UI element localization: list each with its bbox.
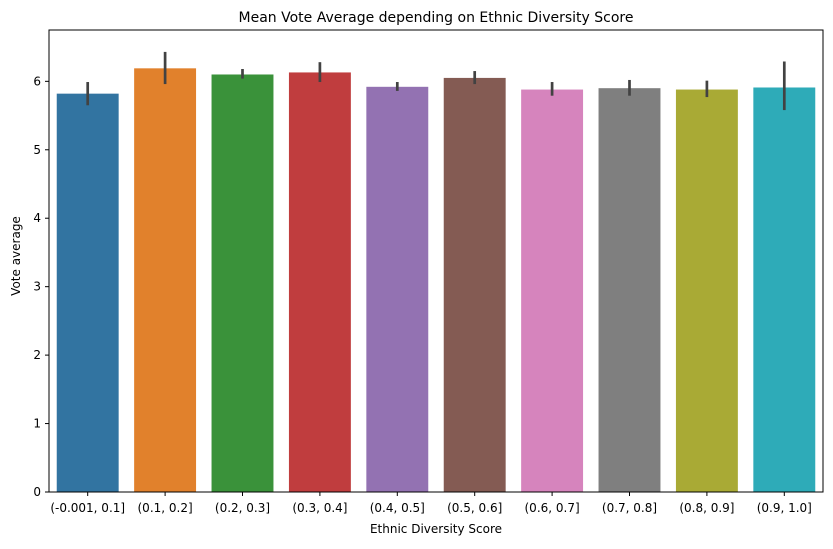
error-bars-layer	[86, 51, 786, 111]
x-tick-label: (0.4, 0.5]	[370, 501, 425, 515]
y-tick-label: 2	[33, 348, 41, 362]
x-tick-label: (0.9, 1.0]	[757, 501, 812, 515]
x-tick-label: (0.5, 0.6]	[447, 501, 502, 515]
bar	[443, 77, 506, 493]
x-tick-label: (0.1, 0.2]	[138, 501, 193, 515]
bar	[134, 68, 197, 492]
bar	[211, 74, 274, 492]
bar	[753, 87, 816, 492]
bar	[288, 72, 351, 493]
axes-layer: (-0.001, 0.1] (0.1, 0.2] (0.2, 0.3] (0.3, 0…	[33, 29, 824, 515]
x-tick-label: (0.2, 0.3]	[215, 501, 270, 515]
x-tick-label: (0.8, 0.9]	[679, 501, 734, 515]
x-tick-label: (-0.001, 0.1]	[50, 501, 125, 515]
y-axis-label: Vote average	[9, 216, 23, 296]
bar	[598, 88, 661, 492]
bar	[366, 86, 429, 492]
y-tick-label: 1	[33, 417, 41, 431]
y-tick-label: 5	[33, 143, 41, 157]
plot-frame	[48, 29, 824, 493]
x-tick-label: (0.3, 0.4]	[292, 501, 347, 515]
y-tick-label: 6	[33, 74, 41, 88]
y-tick-label: 3	[33, 280, 41, 294]
y-tick-label: 4	[33, 211, 41, 225]
x-axis-label: Ethnic Diversity Score	[370, 522, 502, 536]
bars-layer	[56, 68, 816, 493]
y-tick-label: 0	[33, 485, 41, 499]
bar	[675, 89, 738, 493]
x-tick-label: (0.6, 0.7]	[525, 501, 580, 515]
bar	[521, 89, 584, 493]
chart-title: Mean Vote Average depending on Ethnic Di…	[239, 10, 634, 26]
bar	[56, 93, 119, 493]
x-tick-label: (0.7, 0.8]	[602, 501, 657, 515]
